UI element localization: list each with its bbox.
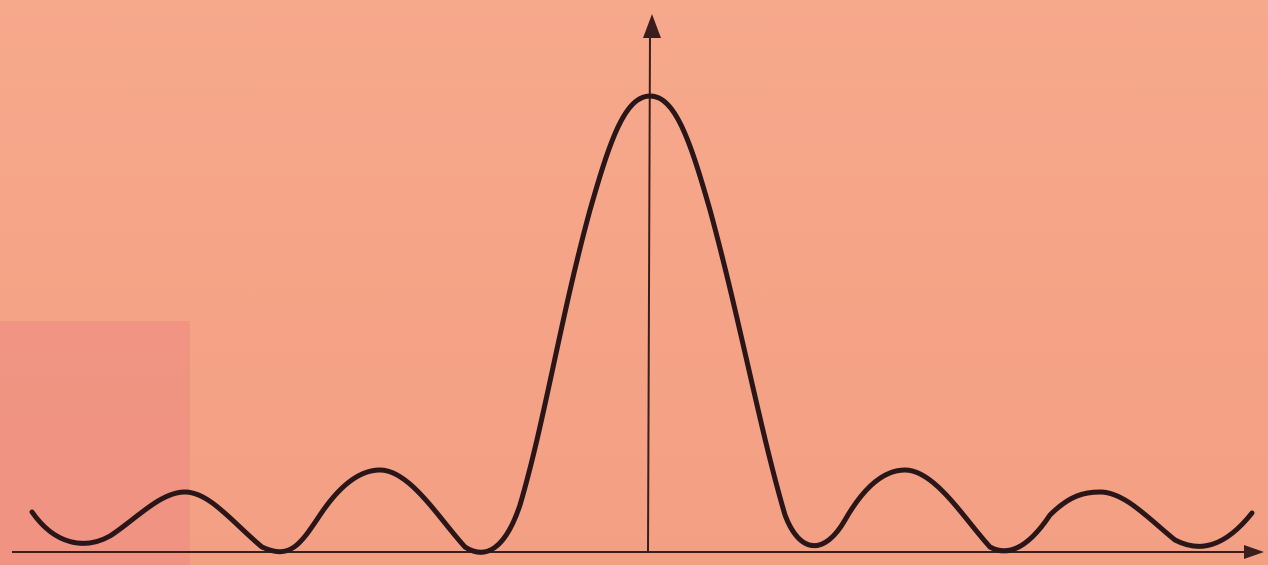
background-patch bbox=[0, 321, 190, 565]
y-axis-arrowhead bbox=[643, 14, 661, 38]
intensity-curve bbox=[29, 93, 1255, 555]
x-axis-arrowhead bbox=[1244, 545, 1264, 559]
y-axis-line bbox=[647, 31, 651, 553]
